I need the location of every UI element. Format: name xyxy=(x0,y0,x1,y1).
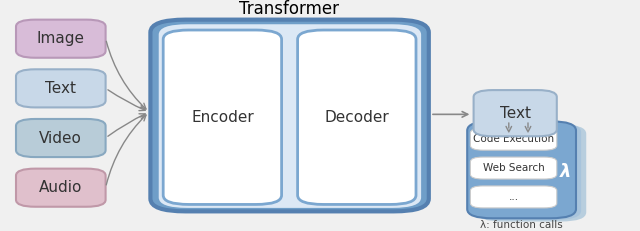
Text: λ: λ xyxy=(559,163,571,181)
Text: Audio: Audio xyxy=(39,180,83,195)
FancyBboxPatch shape xyxy=(16,169,106,207)
FancyBboxPatch shape xyxy=(470,128,557,150)
FancyBboxPatch shape xyxy=(474,90,557,136)
FancyBboxPatch shape xyxy=(472,123,581,220)
Text: λ: function calls: λ: function calls xyxy=(480,220,563,230)
Text: Text: Text xyxy=(500,106,531,121)
Text: Code Execution: Code Execution xyxy=(473,134,554,144)
Text: Video: Video xyxy=(40,131,82,146)
Text: Web Search: Web Search xyxy=(483,163,545,173)
FancyBboxPatch shape xyxy=(16,20,106,58)
Text: ...: ... xyxy=(509,192,518,202)
FancyBboxPatch shape xyxy=(298,30,416,204)
FancyBboxPatch shape xyxy=(16,119,106,157)
Text: Image: Image xyxy=(36,31,84,46)
FancyBboxPatch shape xyxy=(16,69,106,107)
FancyBboxPatch shape xyxy=(150,20,429,211)
FancyBboxPatch shape xyxy=(163,30,282,204)
Text: Encoder: Encoder xyxy=(191,110,254,125)
FancyBboxPatch shape xyxy=(470,186,557,208)
Text: Text: Text xyxy=(45,81,76,96)
FancyBboxPatch shape xyxy=(159,24,421,208)
FancyBboxPatch shape xyxy=(467,121,576,218)
Text: Decoder: Decoder xyxy=(324,110,389,125)
FancyBboxPatch shape xyxy=(470,157,557,179)
FancyBboxPatch shape xyxy=(477,125,586,222)
Text: Transformer: Transformer xyxy=(239,0,339,18)
